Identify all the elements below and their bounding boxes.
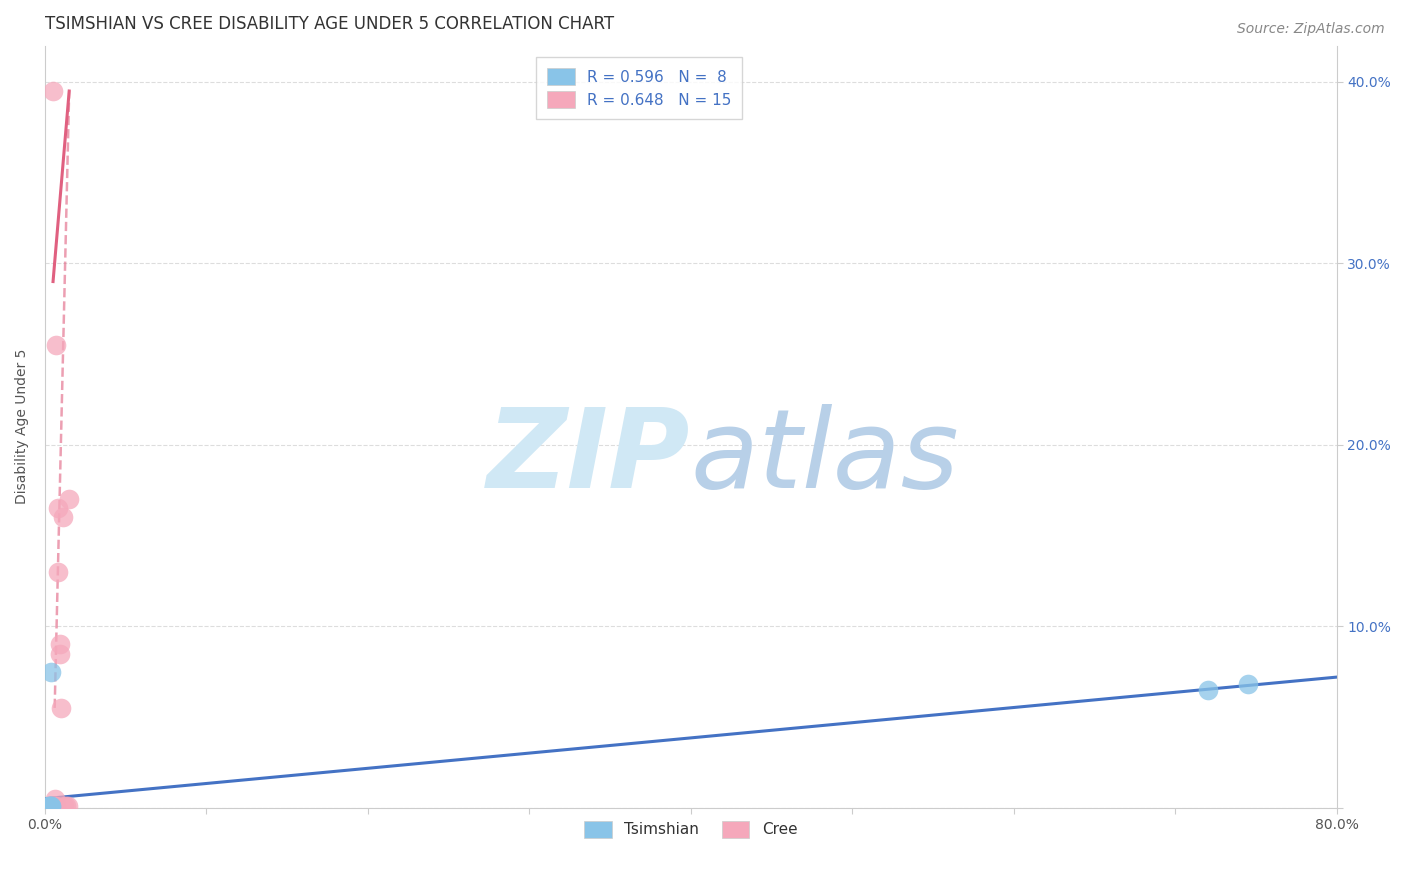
Point xyxy=(49,701,72,715)
Legend: Tsimshian, Cree: Tsimshian, Cree xyxy=(576,813,804,846)
Point xyxy=(38,799,60,814)
Text: TSIMSHIAN VS CREE DISABILITY AGE UNDER 5 CORRELATION CHART: TSIMSHIAN VS CREE DISABILITY AGE UNDER 5… xyxy=(45,15,614,33)
Point xyxy=(45,799,67,814)
Point xyxy=(48,637,70,651)
Point xyxy=(44,791,66,805)
Point xyxy=(55,799,77,814)
Point xyxy=(41,799,63,814)
Point xyxy=(48,647,70,661)
Point xyxy=(42,84,65,98)
Point xyxy=(53,799,76,814)
Point xyxy=(52,510,75,524)
Point xyxy=(56,799,79,814)
Point xyxy=(38,799,60,814)
Point xyxy=(58,492,80,507)
Text: ZIP: ZIP xyxy=(488,404,690,511)
Point xyxy=(46,501,69,516)
Y-axis label: Disability Age Under 5: Disability Age Under 5 xyxy=(15,349,30,504)
Point xyxy=(37,799,59,814)
Point xyxy=(45,338,67,352)
Point xyxy=(44,799,66,814)
Point xyxy=(41,665,63,679)
Point xyxy=(1197,682,1219,697)
Text: atlas: atlas xyxy=(690,404,959,511)
Point xyxy=(41,799,63,814)
Text: Source: ZipAtlas.com: Source: ZipAtlas.com xyxy=(1237,22,1385,37)
Point xyxy=(1237,677,1260,691)
Point xyxy=(46,565,69,579)
